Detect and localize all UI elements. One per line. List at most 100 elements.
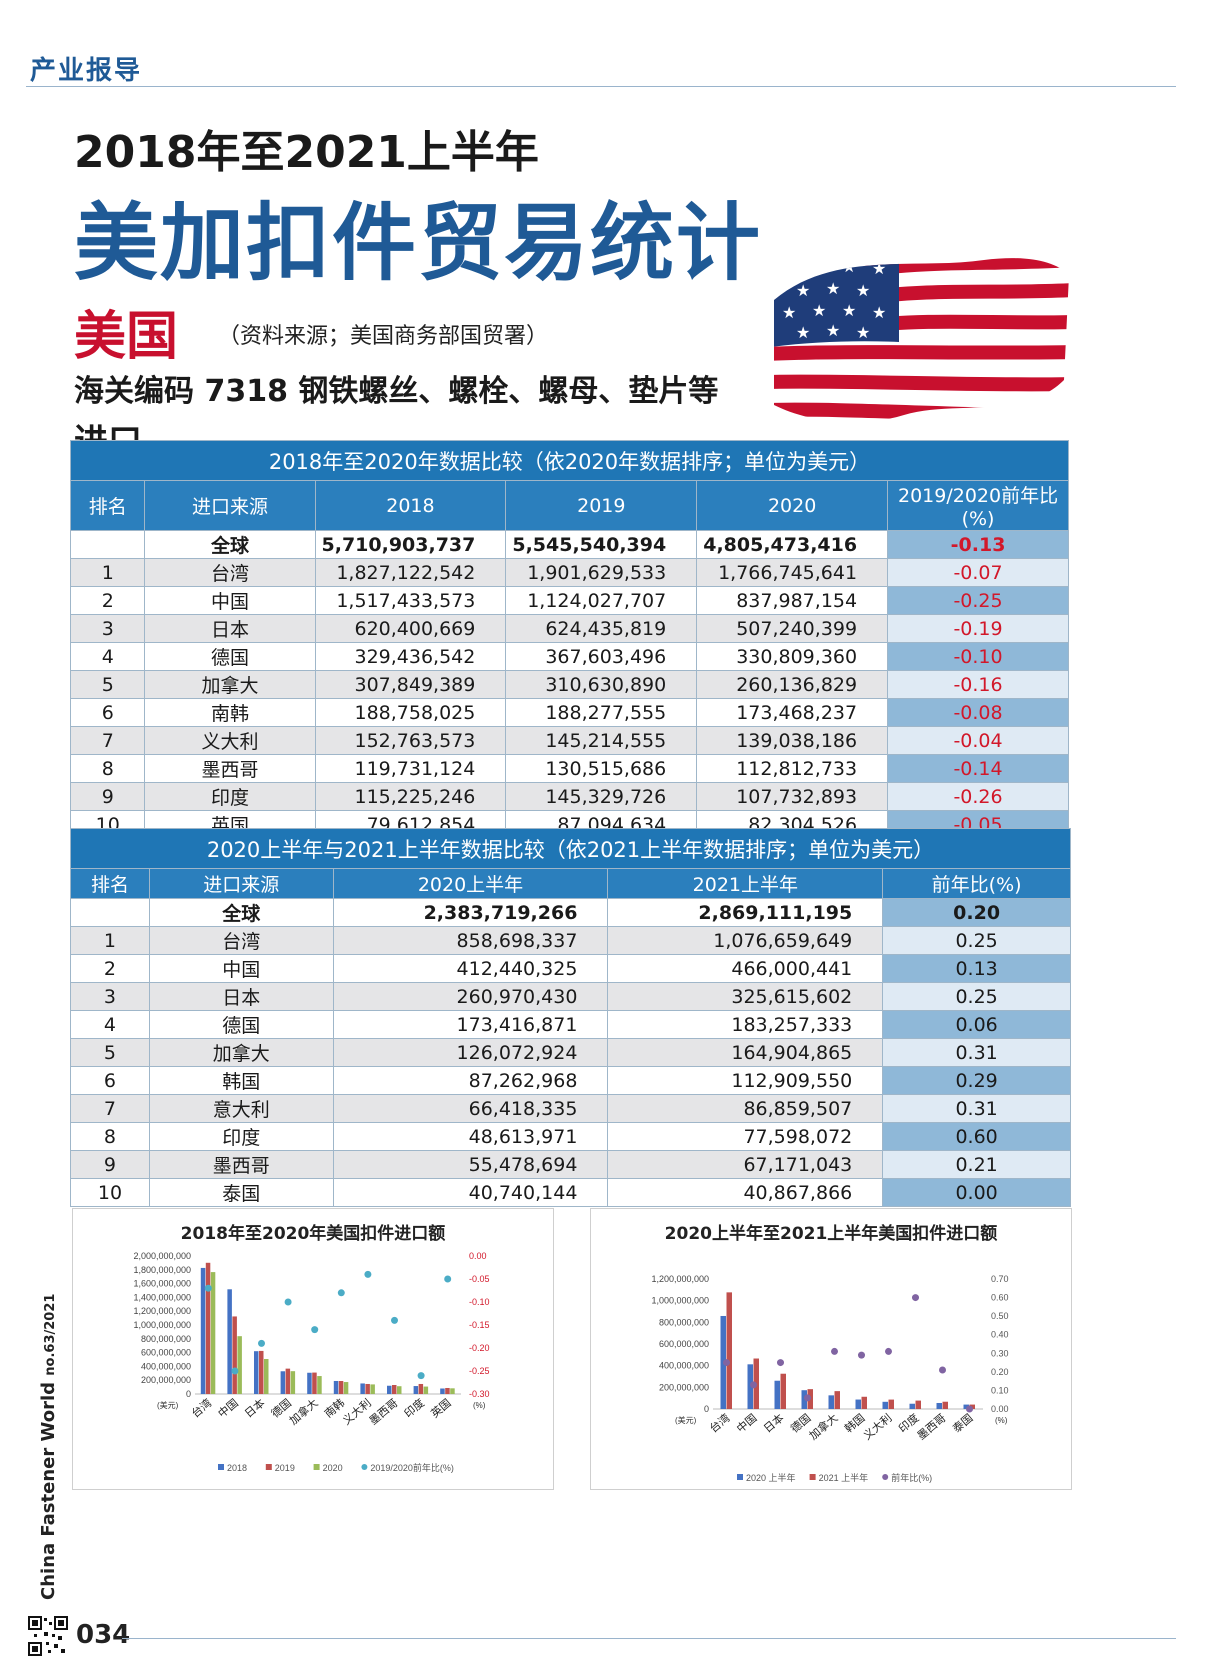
y-tick-label: 1,600,000,000	[133, 1279, 191, 1289]
bar	[942, 1401, 948, 1409]
bar	[360, 1383, 365, 1394]
chart2-plot: 1,200,000,000 1,000,000,000 800,000,000 600…	[651, 1274, 1009, 1483]
legend-swatch	[882, 1474, 889, 1480]
y-tick-label: 600,000,000	[659, 1339, 709, 1349]
value-h2020-cell: 858,698,337	[332, 926, 609, 955]
value-2018-cell: 1,517,433,573	[314, 586, 507, 615]
source-cell: 印度	[144, 782, 316, 811]
bar	[936, 1402, 942, 1409]
bar	[774, 1380, 780, 1409]
value-2019-cell: 130,515,686	[505, 754, 698, 783]
col-2019: 2019	[505, 480, 698, 531]
value-2020-cell: 107,732,893	[696, 782, 889, 811]
x-tick-label: 墨西哥	[367, 1396, 401, 1427]
table-row: 7 意大利 66,418,335 86,859,507 0.31	[70, 1094, 1071, 1123]
legend-label: 2019/2020前年比(%)	[370, 1462, 454, 1473]
y2-tick-label: -0.15	[469, 1320, 490, 1330]
y2-tick-label: 0.20	[991, 1367, 1009, 1377]
col-rank: 排名	[70, 868, 150, 899]
bar	[365, 1383, 370, 1394]
value-2020-cell: 330,809,360	[696, 642, 889, 671]
value-h2021-cell: 67,171,043	[607, 1150, 884, 1179]
value-h2021-cell: 164,904,865	[607, 1038, 884, 1067]
svg-text:★: ★	[872, 303, 886, 322]
yoy-cell: -0.07	[887, 558, 1069, 587]
yoy-cell: 0.13	[882, 954, 1071, 983]
x-tick-label: 义大利	[340, 1396, 374, 1428]
bar	[888, 1399, 894, 1409]
value-2020-cell: 112,812,733	[696, 754, 889, 783]
svg-text:★: ★	[856, 281, 870, 300]
bar	[333, 1380, 339, 1394]
yoy-point	[258, 1339, 265, 1347]
bar	[747, 1364, 753, 1409]
bar	[387, 1385, 392, 1394]
value-h2020-cell: 40,740,144	[332, 1178, 609, 1207]
value-h2021-cell: 40,867,866	[607, 1178, 884, 1207]
y-tick-label: 800,000,000	[659, 1317, 709, 1327]
svg-text:★: ★	[796, 281, 810, 300]
svg-text:★: ★	[826, 279, 840, 298]
source-cell: 中国	[148, 954, 334, 983]
value-2018-cell: 119,731,124	[314, 754, 507, 783]
x-tick-label: 台湾	[707, 1411, 733, 1436]
y-tick-label: 1,000,000,000	[651, 1296, 709, 1306]
col-rank: 排名	[69, 480, 146, 531]
value-2020-cell: 4,805,473,416	[696, 530, 889, 559]
bar	[254, 1351, 259, 1394]
table-row: 4 德国 329,436,542 367,603,496 330,809,360 -0.1…	[69, 642, 1069, 671]
y2-axis-unit: (%)	[995, 1416, 1008, 1425]
yoy-point	[750, 1381, 757, 1389]
chart-h1-2020-2021: 2020上半年至2021上半年美国扣件进口额 1,200,000,000 1,00…	[590, 1208, 1072, 1490]
yoy-cell: 0.31	[882, 1038, 1071, 1067]
bar	[264, 1359, 269, 1394]
value-2018-cell: 307,849,389	[314, 670, 507, 699]
source-note: （资料来源；美国商务部国贸署）	[218, 324, 549, 349]
bar	[200, 1267, 206, 1394]
y-tick-label: 0	[186, 1389, 191, 1399]
rank-cell: 8	[70, 1122, 150, 1151]
svg-text:★: ★	[872, 259, 886, 278]
rank-cell: 4	[69, 642, 146, 671]
x-tick-label: 加拿大	[286, 1396, 320, 1428]
us-flag-image: ★ ★ ★ ★ ★ ★ ★ ★ ★ ★ ★ ★ ★ ★	[774, 257, 1069, 423]
value-2019-cell: 145,214,555	[505, 726, 698, 755]
chart1-plot: 2,000,000,000 1,800,000,000 1,600,000,000 1…	[133, 1251, 490, 1473]
legend-swatch	[737, 1474, 743, 1480]
table-row: 9 墨西哥 55,478,694 67,171,043 0.21	[70, 1150, 1071, 1179]
y2-tick-label: 0.40	[991, 1330, 1009, 1340]
rank-cell: 3	[70, 982, 150, 1011]
value-h2020-cell: 260,970,430	[332, 982, 609, 1011]
rank-cell: 10	[70, 1178, 150, 1207]
value-h2021-cell: 1,076,659,649	[607, 926, 884, 955]
source-cell: 泰国	[148, 1178, 334, 1207]
svg-text:★: ★	[812, 257, 826, 276]
value-h2021-cell: 325,615,602	[607, 982, 884, 1011]
legend-swatch	[218, 1464, 224, 1470]
bar	[450, 1388, 455, 1394]
y2-tick-label: -0.05	[469, 1274, 490, 1284]
table-row: 3 日本 620,400,669 624,435,819 507,240,399 -0.1…	[69, 614, 1069, 643]
table-row: 5 加拿大 307,849,389 310,630,890 260,136,829 -0.…	[69, 670, 1069, 699]
yoy-cell: -0.16	[887, 670, 1069, 699]
table-h1-2020-2021: 2020上半年与2021上半年数据比较（依2021上半年数据排序；单位为美元） …	[70, 828, 1071, 1207]
value-2018-cell: 188,758,025	[314, 698, 507, 727]
magazine-name: China Fastener World	[38, 1381, 59, 1600]
bar	[861, 1396, 867, 1409]
y-tick-label: 200,000,000	[141, 1375, 191, 1385]
value-2020-cell: 139,038,186	[696, 726, 889, 755]
yoy-cell: 0.31	[882, 1094, 1071, 1123]
source-cell: 南韩	[144, 698, 316, 727]
rank-cell: 9	[70, 1150, 150, 1179]
yoy-point	[966, 1405, 973, 1413]
table-row: 2 中国 412,440,325 466,000,441 0.13	[70, 954, 1071, 983]
y-tick-label: 0	[704, 1404, 709, 1414]
bar	[392, 1384, 397, 1394]
table-row: 8 印度 48,613,971 77,598,072 0.60	[70, 1122, 1071, 1151]
y-tick-label: 1,800,000,000	[133, 1265, 191, 1275]
rank-cell	[69, 530, 146, 559]
bar	[855, 1399, 861, 1409]
yoy-cell: 0.06	[882, 1010, 1071, 1039]
svg-text:★: ★	[856, 323, 870, 342]
bar	[882, 1401, 888, 1409]
